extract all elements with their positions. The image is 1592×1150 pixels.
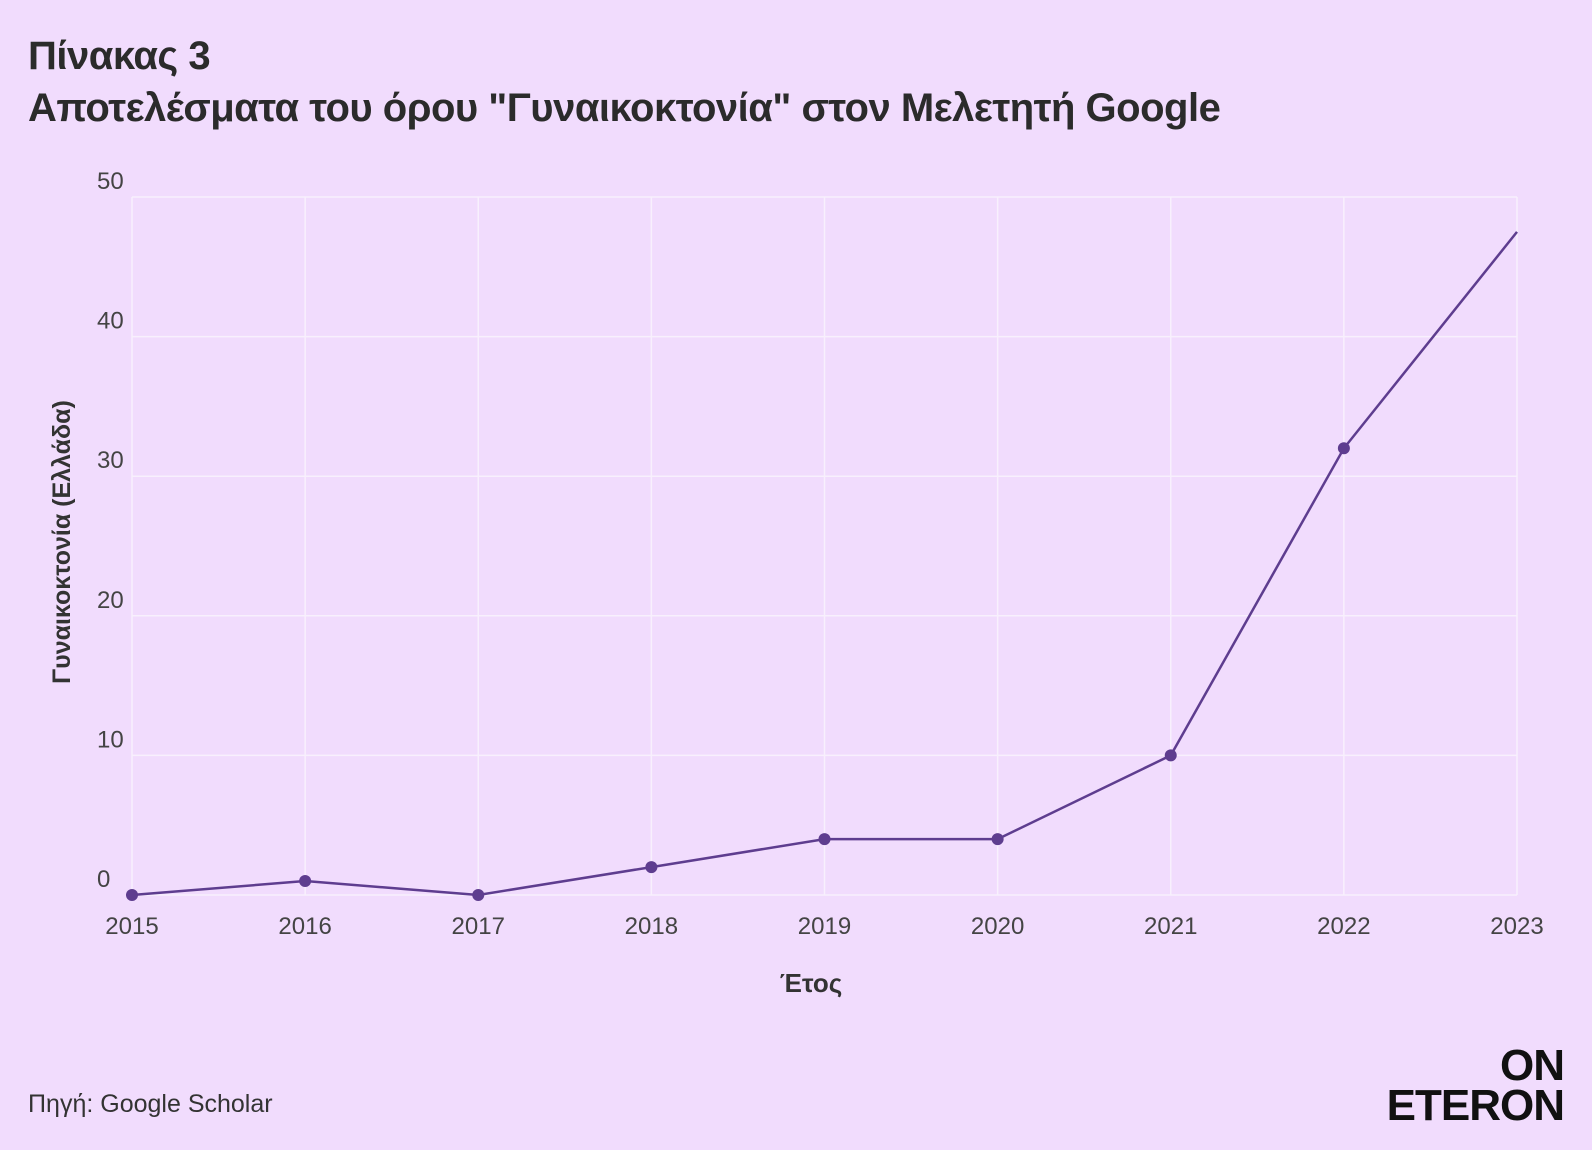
- data-point: [472, 889, 485, 901]
- series-points: [126, 442, 1350, 901]
- logo-line-1: ON: [1500, 1041, 1565, 1090]
- x-tick-label: 2022: [1317, 913, 1370, 940]
- grid: [131, 196, 1518, 896]
- x-tick-label: 2023: [1490, 913, 1543, 940]
- on-eteron-logo: ON ETERON: [1386, 1041, 1565, 1130]
- x-axis-label: Έτος: [780, 968, 842, 998]
- y-tick-label: 10: [97, 726, 124, 753]
- x-tick-label: 2015: [105, 913, 158, 940]
- data-point: [991, 833, 1004, 846]
- x-tick-label: 2017: [452, 913, 505, 940]
- x-tick-label: 2020: [971, 913, 1024, 940]
- x-axis-ticks: 2015 2016 2017 2018 2019 2020 2021 2022 2023: [105, 913, 1543, 940]
- source-note: Πηγή: Google Scholar: [28, 1090, 273, 1118]
- chart-title: Πίνακας 3 Αποτελέσματα του όρου "Γυναικο…: [28, 30, 1221, 134]
- y-tick-label: 50: [97, 168, 124, 195]
- data-point: [1337, 442, 1350, 455]
- title-line-1: Πίνακας 3: [28, 34, 211, 78]
- data-point: [299, 875, 312, 888]
- x-tick-label: 2019: [798, 913, 851, 940]
- data-point: [126, 889, 138, 901]
- data-point: [1164, 749, 1177, 762]
- data-point: [645, 861, 658, 874]
- y-tick-label: 40: [97, 308, 124, 335]
- x-tick-label: 2018: [625, 913, 678, 940]
- y-tick-label: 0: [97, 866, 110, 893]
- x-tick-label: 2021: [1144, 913, 1197, 940]
- y-axis-ticks: 0 10 20 30 40 50: [97, 168, 124, 893]
- y-tick-label: 20: [97, 587, 124, 614]
- title-line-2: Αποτελέσματα του όρου "Γυναικοκτονία" στ…: [28, 86, 1221, 130]
- y-tick-label: 30: [97, 447, 124, 474]
- x-tick-label: 2016: [278, 913, 331, 940]
- logo-line-2: ETERON: [1386, 1081, 1565, 1130]
- y-axis-label: Γυναικοκτονία (Ελλάδα): [48, 400, 76, 684]
- data-point: [818, 833, 831, 846]
